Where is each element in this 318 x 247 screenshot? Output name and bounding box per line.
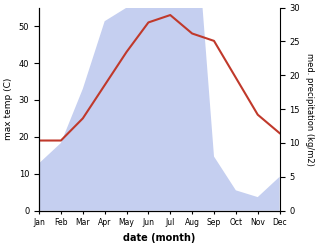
X-axis label: date (month): date (month) (123, 233, 196, 243)
Y-axis label: max temp (C): max temp (C) (4, 78, 13, 140)
Y-axis label: med. precipitation (kg/m2): med. precipitation (kg/m2) (305, 53, 314, 165)
